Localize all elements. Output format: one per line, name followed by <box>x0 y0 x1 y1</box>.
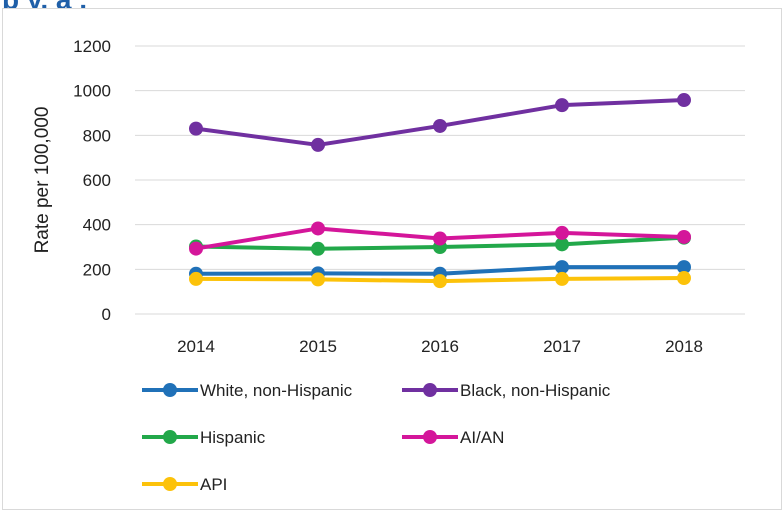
data-point <box>677 229 691 244</box>
data-point <box>555 271 569 286</box>
data-point <box>311 221 325 236</box>
y-tick-label: 1200 <box>73 37 111 56</box>
legend-swatch-marker <box>423 430 437 444</box>
series-lines <box>189 93 691 289</box>
series-1 <box>189 93 691 152</box>
legend-swatch-marker <box>423 383 437 397</box>
y-tick-label: 800 <box>83 126 111 145</box>
series-3 <box>189 221 691 256</box>
legend-item: White, non-Hispanic <box>142 381 353 400</box>
legend-label: AI/AN <box>460 428 504 447</box>
legend: White, non-Hispanic Black, non-Hispanic Hi… <box>142 381 611 494</box>
data-point <box>555 260 569 275</box>
series-4 <box>189 271 691 289</box>
y-tick-label: 1000 <box>73 82 111 101</box>
data-point <box>555 237 569 252</box>
y-tick-label: 0 <box>102 305 111 324</box>
data-point <box>555 225 569 240</box>
legend-item: AI/AN <box>402 428 504 447</box>
x-tick-label: 2015 <box>299 337 337 356</box>
legend-label: API <box>200 475 227 494</box>
data-point <box>189 271 203 286</box>
y-tick-label: 600 <box>83 171 111 190</box>
x-tick-label: 2018 <box>665 337 703 356</box>
legend-item: Hispanic <box>142 428 266 447</box>
data-point <box>311 137 325 152</box>
y-tick-label: 400 <box>83 216 111 235</box>
legend-item: Black, non-Hispanic <box>402 381 611 400</box>
data-point <box>433 274 447 289</box>
legend-swatch-marker <box>163 430 177 444</box>
x-tick-label: 2014 <box>177 337 215 356</box>
data-point <box>189 241 203 256</box>
legend-swatch-marker <box>163 383 177 397</box>
series-0 <box>189 260 691 281</box>
data-point <box>433 118 447 133</box>
legend-swatch-marker <box>163 477 177 491</box>
chart-area <box>2 8 782 510</box>
data-point <box>189 121 203 136</box>
x-tick-label: 2016 <box>421 337 459 356</box>
data-point <box>555 98 569 113</box>
y-tick-label: 200 <box>83 260 111 279</box>
legend-label: Hispanic <box>200 428 266 447</box>
legend-label: White, non-Hispanic <box>200 381 353 400</box>
data-point <box>311 241 325 256</box>
data-point <box>311 272 325 287</box>
data-point <box>677 260 691 275</box>
x-tick-label: 2017 <box>543 337 581 356</box>
y-axis-label: Rate per 100,000 <box>32 107 53 254</box>
legend-item: API <box>142 475 227 494</box>
data-point <box>433 231 447 246</box>
data-point <box>677 93 691 108</box>
legend-label: Black, non-Hispanic <box>460 381 611 400</box>
axes: 0 200 400 600 800 1000 1200 2014 2015 2016 2017 201… <box>32 37 703 356</box>
data-point <box>677 271 691 286</box>
